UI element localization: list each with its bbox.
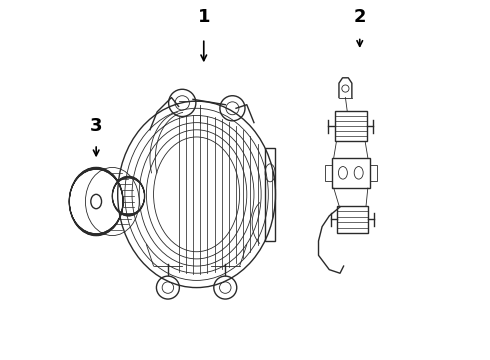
Bar [265,148,275,241]
Bar [332,158,369,188]
Bar [337,206,368,233]
Bar [335,111,367,141]
Bar [325,165,332,181]
Text: 3: 3 [90,117,102,135]
Bar [369,165,377,181]
Text: 2: 2 [353,8,366,26]
Text: 1: 1 [197,8,210,26]
